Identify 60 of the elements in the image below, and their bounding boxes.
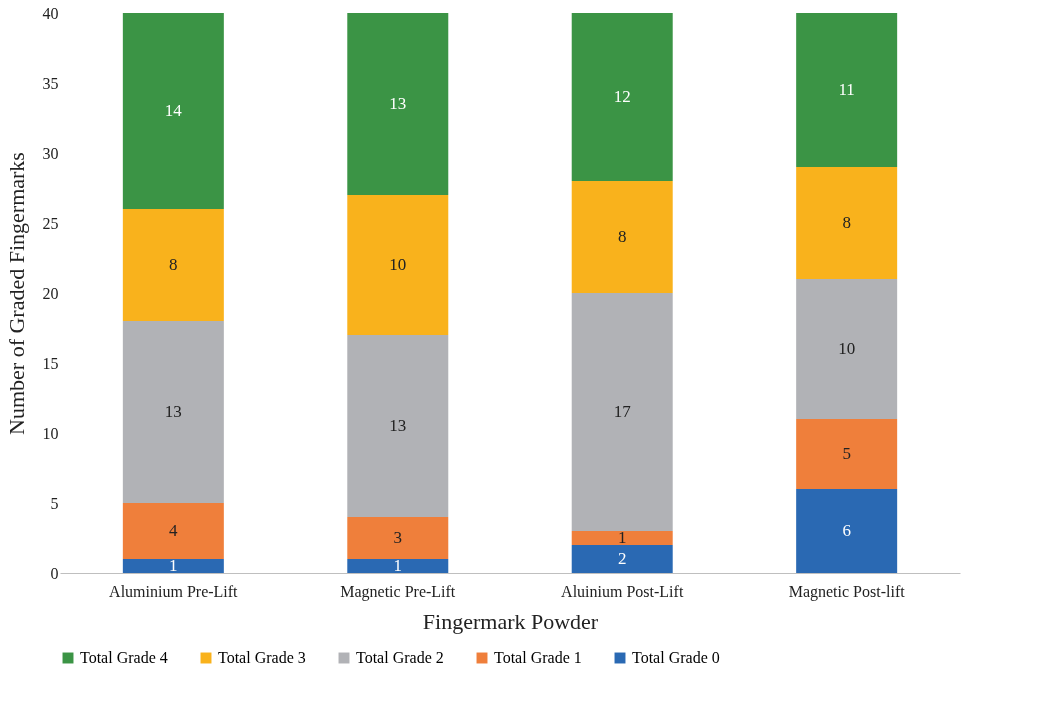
bar bbox=[796, 489, 898, 573]
data-label: 1 bbox=[617, 528, 627, 547]
y-tick-label: 40 bbox=[42, 4, 59, 22]
bar bbox=[796, 13, 898, 167]
data-label: 3 bbox=[393, 528, 403, 547]
data-label: 6 bbox=[842, 521, 851, 540]
bar bbox=[571, 181, 673, 293]
data-label: 13 bbox=[389, 416, 407, 435]
bar bbox=[796, 167, 898, 279]
data-label: 10 bbox=[389, 255, 407, 274]
data-label: 1 bbox=[169, 556, 178, 575]
data-label: 13 bbox=[164, 402, 182, 421]
data-label: 2 bbox=[617, 549, 627, 568]
data-label: 10 bbox=[838, 339, 856, 358]
bar bbox=[122, 13, 224, 209]
data-label: 11 bbox=[838, 80, 855, 99]
bar bbox=[571, 545, 673, 573]
legend-label: Total Grade 1 bbox=[494, 649, 582, 666]
y-tick-label: 35 bbox=[42, 74, 59, 92]
data-label: 14 bbox=[164, 101, 183, 120]
bar bbox=[347, 559, 449, 573]
bar bbox=[122, 503, 224, 559]
bar bbox=[122, 559, 224, 573]
bar bbox=[347, 335, 449, 517]
bar bbox=[796, 419, 898, 489]
bar bbox=[571, 293, 673, 531]
legend-label: Total Grade 3 bbox=[218, 649, 306, 666]
bar bbox=[571, 531, 673, 545]
x-tick-label: Aluinium Post-Lift bbox=[561, 582, 684, 600]
data-label: 5 bbox=[842, 444, 851, 463]
data-label: 8 bbox=[617, 227, 627, 246]
data-label: 4 bbox=[169, 521, 179, 540]
y-tick-label: 20 bbox=[42, 284, 59, 302]
bar bbox=[347, 195, 449, 335]
legend-label: Total Grade 2 bbox=[356, 649, 444, 666]
legend-label: Total Grade 0 bbox=[632, 649, 720, 666]
bar bbox=[347, 13, 449, 195]
data-label: 12 bbox=[613, 87, 631, 106]
x-tick-label: Magnetic Pre-Lift bbox=[340, 582, 456, 601]
y-tick-label: 10 bbox=[42, 424, 59, 442]
y-tick-label: 5 bbox=[50, 494, 59, 512]
y-tick-label: 15 bbox=[42, 354, 59, 372]
y-axis-title: Number of Graded Fingermarks bbox=[3, 152, 29, 435]
data-label: 8 bbox=[169, 255, 178, 274]
legend-label: Total Grade 4 bbox=[80, 649, 168, 666]
y-tick-label: 25 bbox=[42, 214, 59, 232]
bar bbox=[571, 13, 673, 181]
bar bbox=[122, 209, 224, 321]
y-tick-label: 0 bbox=[50, 564, 59, 582]
x-tick-label: Aluminium Pre-Lift bbox=[109, 582, 239, 600]
x-axis-title: Fingermark Powder bbox=[422, 608, 599, 634]
bar bbox=[122, 321, 224, 503]
bar bbox=[796, 279, 898, 419]
y-tick-label: 30 bbox=[42, 144, 59, 162]
data-label: 17 bbox=[613, 402, 632, 421]
data-label: 8 bbox=[842, 213, 851, 232]
data-label: 13 bbox=[389, 94, 407, 113]
data-label: 1 bbox=[393, 556, 403, 575]
x-tick-label: Magnetic Post-lift bbox=[788, 582, 906, 601]
bar bbox=[347, 517, 449, 559]
